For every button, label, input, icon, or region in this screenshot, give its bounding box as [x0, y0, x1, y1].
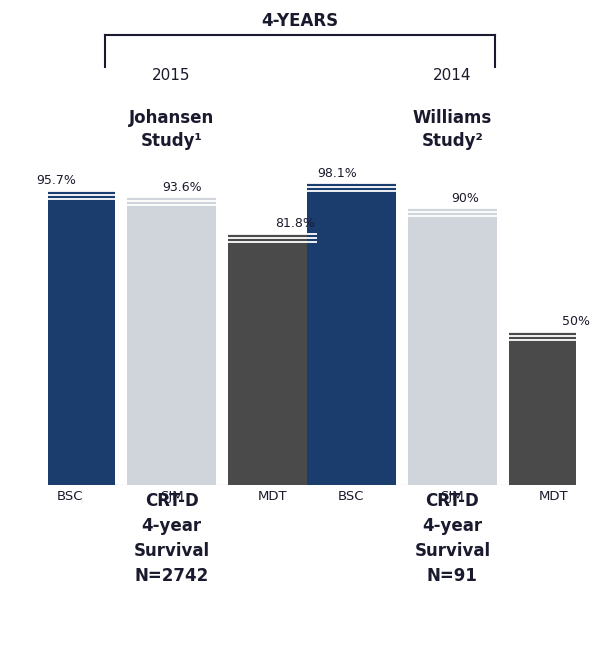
Text: CRT-D
4-year
Survival
N=91: CRT-D 4-year Survival N=91 — [415, 492, 490, 585]
Text: 95.7%: 95.7% — [37, 174, 76, 187]
Text: Johansen
Study¹: Johansen Study¹ — [129, 110, 214, 150]
Bar — [509, 332, 598, 485]
Text: CRT-D
4-year
Survival
N=2742: CRT-D 4-year Survival N=2742 — [134, 492, 209, 585]
Text: 81.8%: 81.8% — [275, 217, 315, 230]
Text: 4-YEARS: 4-YEARS — [262, 12, 338, 30]
Text: 50%: 50% — [562, 315, 590, 328]
Bar — [307, 184, 396, 485]
Text: 2014: 2014 — [433, 68, 472, 83]
Text: Williams
Study²: Williams Study² — [413, 110, 492, 150]
Bar — [26, 191, 115, 485]
Text: 2015: 2015 — [152, 68, 191, 83]
Bar — [408, 208, 497, 485]
Bar — [127, 198, 216, 485]
Text: 93.6%: 93.6% — [162, 181, 202, 194]
Bar — [228, 233, 317, 485]
Text: 98.1%: 98.1% — [317, 167, 357, 180]
Text: 90%: 90% — [451, 192, 479, 205]
